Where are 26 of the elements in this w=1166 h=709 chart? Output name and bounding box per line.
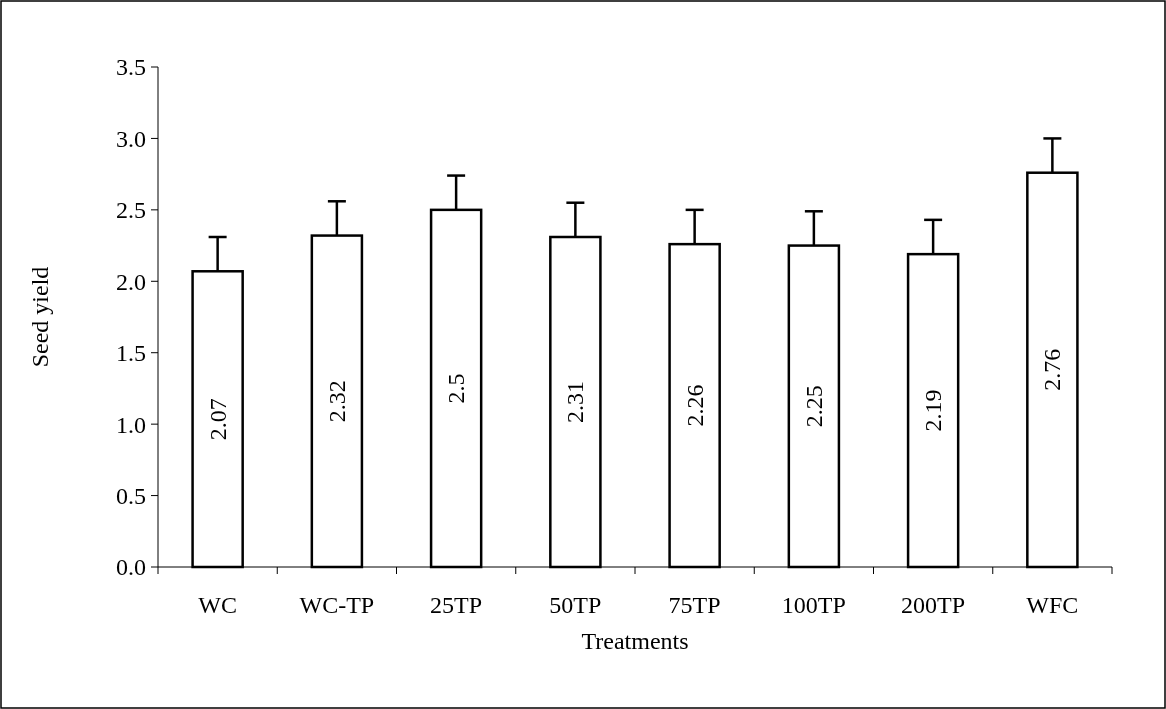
data-label: 2.31 (562, 381, 589, 423)
y-tick-label: 3.0 (116, 125, 146, 152)
y-tick-label: 1.5 (116, 340, 146, 367)
y-tick-label: 3.5 (116, 54, 146, 81)
data-label: 2.32 (323, 380, 350, 423)
x-tick-label: 50TP (549, 592, 602, 618)
x-tick-label: 100TP (781, 592, 846, 618)
y-axis-title: Seed yield (27, 266, 53, 368)
y-tick-label: 1.0 (116, 411, 146, 438)
data-label: 2.5 (443, 373, 470, 404)
x-tick-label: 75TP (668, 592, 721, 618)
x-tick-label: 200TP (901, 592, 966, 618)
x-tick-label: 25TP (430, 592, 483, 618)
x-tick-label: WC (198, 592, 237, 618)
data-label: 2.25 (800, 385, 827, 428)
y-tick-label: 0.0 (116, 554, 146, 581)
x-tick-label: WC-TP (299, 592, 375, 618)
y-tick-label: 2.0 (116, 268, 146, 295)
data-label: 2.76 (1039, 348, 1066, 391)
data-label: 2.07 (204, 398, 231, 441)
data-label: 2.19 (920, 389, 947, 432)
y-tick-label: 0.5 (116, 482, 146, 509)
x-tick-label: WFC (1026, 592, 1079, 618)
data-label: 2.26 (681, 384, 708, 427)
y-tick-label: 2.5 (116, 197, 146, 224)
x-axis-title: Treatments (581, 628, 689, 654)
